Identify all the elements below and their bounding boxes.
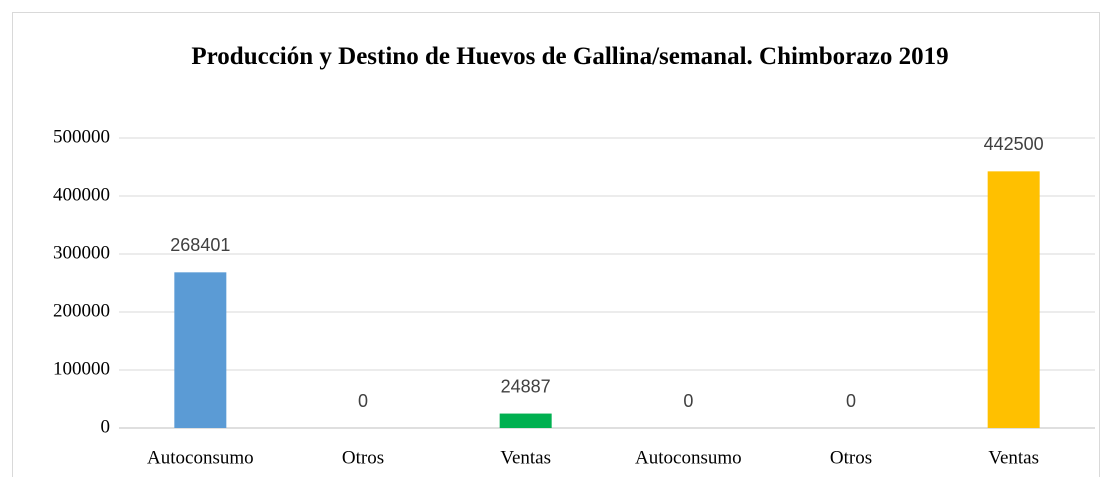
bar [987,171,1040,428]
data-label: 0 [358,391,368,411]
data-label: 442500 [984,134,1044,154]
y-tick-label: 200000 [53,300,110,321]
y-tick-label: 0 [101,416,111,437]
x-tick-label: Otros [830,447,872,468]
bar [174,272,227,428]
x-tick-label: Otros [342,447,384,468]
data-label: 24887 [501,376,551,396]
x-tick-label: Ventas [988,447,1039,468]
x-tick-label: Autoconsumo [147,447,254,468]
data-label: 0 [683,391,693,411]
y-tick-label: 500000 [53,126,110,147]
y-tick-label: 100000 [53,358,110,379]
y-tick-label: 400000 [53,184,110,205]
y-tick-label: 300000 [53,242,110,263]
x-tick-label: Autoconsumo [635,447,742,468]
chart-border [12,12,1100,477]
data-label: 268401 [170,235,230,255]
bar [499,413,552,428]
x-tick-label: Ventas [500,447,551,468]
data-label: 0 [846,391,856,411]
chart-title: Producción y Destino de Huevos de Gallin… [191,43,949,70]
